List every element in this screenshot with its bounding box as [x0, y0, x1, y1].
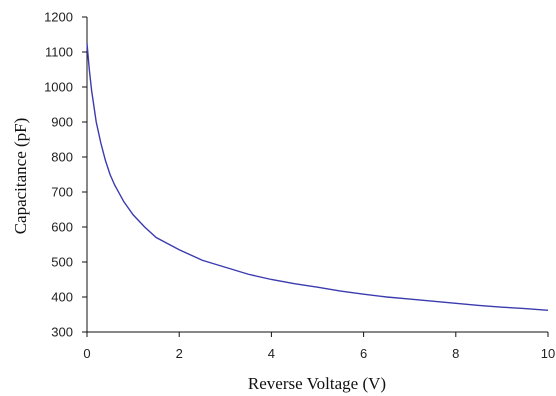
y-tick-label: 1000	[44, 80, 73, 95]
x-tick-label: 2	[176, 346, 183, 361]
y-tick-label: 400	[51, 290, 73, 305]
x-tick-label: 10	[541, 346, 555, 361]
y-tick-label: 300	[51, 325, 73, 340]
x-tick-label: 8	[452, 346, 459, 361]
x-tick-label: 6	[360, 346, 367, 361]
x-axis-title: Reverse Voltage (V)	[248, 374, 386, 393]
x-tick-label: 4	[268, 346, 275, 361]
y-tick-label: 800	[51, 150, 73, 165]
y-tick-label: 700	[51, 185, 73, 200]
y-tick-label: 900	[51, 115, 73, 130]
x-tick-label: 0	[83, 346, 90, 361]
y-tick-label: 1100	[45, 45, 73, 60]
y-tick-label: 1200	[44, 10, 73, 25]
series-line-capacitance	[86, 43, 549, 311]
y-axis-title: Capacitance (pF)	[11, 118, 30, 235]
y-tick-label: 500	[51, 255, 73, 270]
y-tick-label: 600	[51, 220, 73, 235]
y-axis-ticks: 300 400 500 600 700 800 900 1000 1100 1200	[44, 10, 87, 340]
x-axis-ticks: 0 2 4 6 8 10	[83, 332, 555, 361]
